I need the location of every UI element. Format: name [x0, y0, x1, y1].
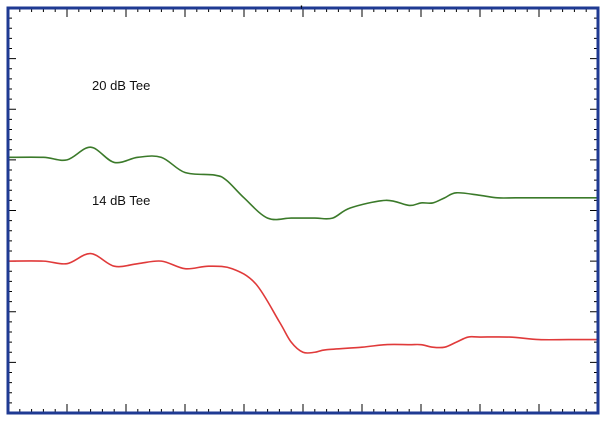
series-line-20db-tee	[7, 146, 598, 221]
label-14db-tee: 14 dB Tee	[92, 193, 150, 208]
series-lines	[7, 146, 598, 354]
top-header-fragment: ,	[299, 0, 304, 10]
label-20db-tee: 20 dB Tee	[92, 78, 150, 93]
plot-frame	[6, 6, 600, 415]
plot-background	[8, 8, 598, 413]
series-line-14db-tee	[7, 252, 598, 354]
